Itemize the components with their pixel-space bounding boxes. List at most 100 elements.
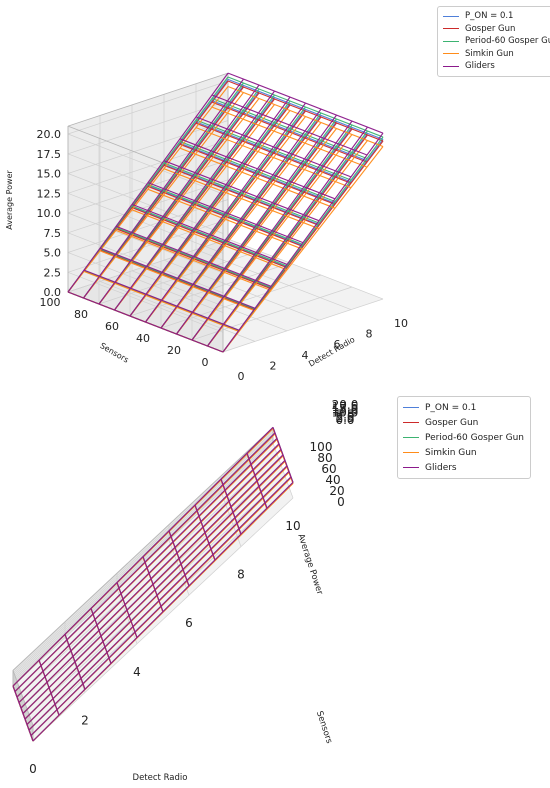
z-tick-label: 10.0: [332, 406, 359, 420]
x-tick-label: 6: [334, 338, 341, 351]
wire-line: [114, 90, 275, 311]
y-tick-label: 20: [167, 344, 181, 357]
gridline: [67, 252, 224, 313]
legend-label: P_ON = 0.1: [465, 11, 514, 22]
z-tick-label: 5.0: [44, 247, 62, 260]
z-tick-label: 5.0: [335, 409, 354, 423]
x-tick-label: 4: [133, 665, 141, 679]
y-tick-label: 40: [325, 473, 340, 487]
wire-line: [176, 128, 337, 335]
z-tick-label: 20.0: [37, 128, 62, 141]
y-axis-label: Sensors: [314, 710, 334, 746]
wire-line: [207, 140, 368, 347]
wire-line: [83, 92, 244, 299]
gridline: [227, 238, 384, 300]
wire-line: [191, 134, 353, 341]
gridline: [67, 179, 229, 234]
legend-label: Gliders: [465, 61, 495, 72]
legend-swatch: [403, 467, 419, 468]
legend-bottom: P_ON = 0.1 Gosper Gun Period-60 Gosper Gun…: [397, 396, 531, 479]
gridline: [12, 427, 274, 672]
wire-line: [16, 437, 278, 698]
y-tick-label: 100: [310, 440, 333, 454]
wire-line: [24, 459, 286, 720]
legend-label: Gosper Gun: [425, 417, 479, 428]
gridline: [163, 259, 320, 321]
x-tick-label: 6: [185, 616, 193, 630]
gridline: [67, 271, 224, 333]
y-tick-label: 0: [337, 495, 345, 509]
z-tick-label: 12.5: [37, 187, 62, 200]
legend-label: Gliders: [425, 462, 457, 473]
x-tick-label: 0: [238, 370, 245, 383]
z-tick-label: 15.0: [332, 402, 359, 416]
gridline: [99, 281, 256, 342]
wire-line: [83, 78, 244, 299]
legend-label: Simkin Gun: [425, 447, 477, 458]
legend-swatch: [443, 53, 459, 55]
z-tick-label: 2.5: [335, 411, 354, 425]
legend-entry: Simkin Gun: [403, 445, 524, 460]
legend-label: Gosper Gun: [465, 23, 516, 34]
x-tick-label: 2: [81, 713, 89, 727]
gridline: [12, 682, 34, 738]
x-tick-label: 10: [285, 519, 300, 533]
legend-swatch: [403, 407, 419, 408]
wire-line: [26, 465, 288, 725]
wire-line: [22, 454, 284, 714]
wire-line: [222, 146, 384, 353]
wire-line: [129, 110, 291, 317]
legend-label: P_ON = 0.1: [425, 402, 477, 413]
z-tick-label: 7.5: [335, 407, 354, 421]
legend-entry: Period-60 Gosper Gun: [443, 35, 550, 48]
legend-entry: P_ON = 0.1: [403, 400, 524, 415]
y-tick-label: 80: [317, 451, 332, 465]
gridline: [67, 232, 224, 294]
wire-line: [28, 470, 290, 731]
wire-line: [191, 120, 353, 341]
gridline: [116, 588, 138, 644]
legend-swatch: [443, 40, 459, 42]
tick-labels: 0 2 4 6 8 10 100 80 60 40 20 0 0.0 2.5 5.0 7.5 10.0 12.5 1…: [37, 128, 409, 383]
legend-entry: Gliders: [443, 60, 550, 73]
wire-line: [227, 78, 384, 140]
wire-line: [12, 426, 274, 687]
wire-line: [176, 114, 337, 335]
y-tick-label: 20: [329, 484, 344, 498]
legend-swatch: [403, 422, 419, 423]
surface-series: [67, 85, 384, 353]
wire-line: [145, 102, 306, 323]
z-tick-label: 7.5: [44, 227, 62, 240]
x-tick-label: 10: [394, 317, 408, 330]
legend-swatch: [443, 65, 459, 67]
legend-swatch: [403, 452, 419, 453]
z-tick-label: 12.5: [332, 404, 359, 418]
wire-line: [20, 448, 282, 709]
x-tick-label: 8: [237, 568, 245, 582]
z-axis-label: Average Power: [295, 533, 324, 597]
x-axis-label: Detect Radio: [133, 773, 188, 783]
surface-series: [12, 426, 294, 742]
y-tick-label: 100: [40, 296, 61, 309]
z-tick-label: 15.0: [37, 168, 62, 181]
z-tick-label: 0.0: [44, 286, 62, 299]
legend-entry: Gliders: [403, 460, 524, 475]
wire-line: [160, 108, 322, 329]
gridline: [12, 431, 274, 676]
wire-line: [222, 132, 384, 353]
legend-swatch: [443, 15, 459, 17]
x-tick-label: 8: [366, 328, 373, 341]
gridline: [67, 80, 229, 135]
gridline: [67, 192, 224, 254]
gridline: [195, 249, 352, 310]
x-tick-label: 2: [270, 359, 277, 372]
wire-line: [145, 116, 306, 323]
wire-line: [67, 72, 229, 293]
z-tick-label: 20.0: [332, 398, 359, 412]
legend-swatch: [443, 28, 459, 30]
z-tick-label: 17.5: [37, 148, 62, 161]
z-tick-label: 17.5: [332, 400, 359, 414]
legend-top: P_ON = 0.1 Gosper Gun Period-60 Gosper Gun…: [437, 6, 550, 77]
wire-line: [114, 104, 275, 311]
wire-line: [98, 84, 260, 305]
